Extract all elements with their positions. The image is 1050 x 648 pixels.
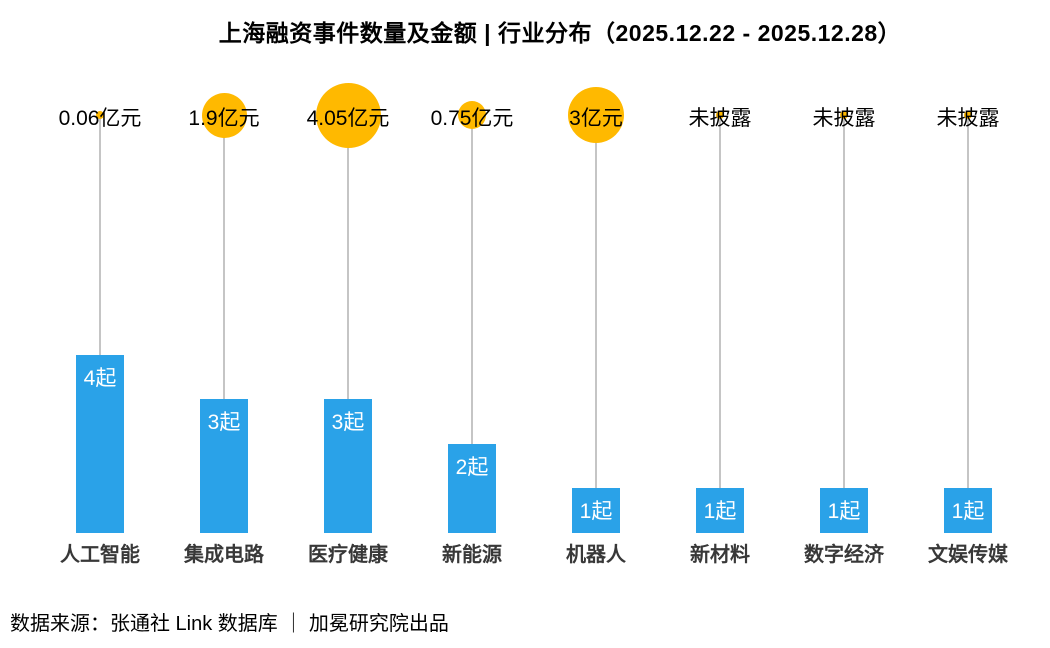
category-label: 文娱传媒 — [928, 544, 1008, 566]
amount-bubble — [716, 111, 724, 119]
stem-line — [223, 115, 225, 399]
count-label: 1起 — [703, 500, 737, 523]
count-label: 4起 — [83, 367, 117, 390]
count-label: 2起 — [455, 456, 489, 479]
amount-bubble — [315, 82, 381, 148]
count-label: 1起 — [827, 500, 861, 523]
count-bar: 2起 — [448, 444, 496, 533]
count-bar: 1起 — [820, 488, 868, 533]
category-label: 新能源 — [442, 544, 502, 566]
amount-bubble — [96, 111, 104, 119]
amount-label: 未披露 — [936, 107, 1000, 130]
data-source: 数据来源：张通社 Link 数据库 ｜ 加冕研究院出品 — [10, 613, 449, 635]
amount-bubble — [568, 87, 624, 143]
count-bar: 1起 — [572, 488, 620, 533]
category-label: 集成电路 — [184, 544, 264, 566]
category-label: 新材料 — [690, 544, 750, 566]
count-label: 3起 — [207, 411, 241, 434]
amount-label: 4.05亿元 — [306, 107, 390, 130]
count-label: 1起 — [579, 500, 613, 523]
amount-label: 未披露 — [812, 107, 876, 130]
count-label: 3起 — [331, 411, 365, 434]
count-bar: 4起 — [76, 355, 124, 533]
stem-line — [967, 115, 969, 488]
count-label: 1起 — [951, 500, 985, 523]
count-bar: 3起 — [200, 399, 248, 533]
stem-line — [843, 115, 845, 488]
count-bar: 1起 — [944, 488, 992, 533]
amount-label: 3亿元 — [569, 107, 623, 130]
count-bar: 3起 — [324, 399, 372, 533]
stem-line — [595, 115, 597, 488]
amount-bubble — [458, 101, 486, 129]
amount-label: 1.9亿元 — [188, 107, 260, 130]
amount-label: 0.06亿元 — [58, 107, 142, 130]
amount-label: 未披露 — [688, 107, 752, 130]
stem-line — [99, 115, 101, 355]
amount-bubble — [840, 111, 848, 119]
amount-label: 0.75亿元 — [430, 107, 514, 130]
chart-title: 上海融资事件数量及金额 | 行业分布（2025.12.22 - 2025.12.… — [218, 20, 902, 46]
stem-line — [347, 115, 349, 399]
stem-line — [471, 115, 473, 444]
category-label: 机器人 — [566, 544, 626, 566]
amount-bubble — [201, 92, 247, 138]
category-label: 数字经济 — [804, 544, 884, 566]
count-bar: 1起 — [696, 488, 744, 533]
category-label: 人工智能 — [60, 544, 140, 566]
category-label: 医疗健康 — [308, 544, 388, 566]
amount-bubble — [964, 111, 972, 119]
stem-line — [719, 115, 721, 488]
